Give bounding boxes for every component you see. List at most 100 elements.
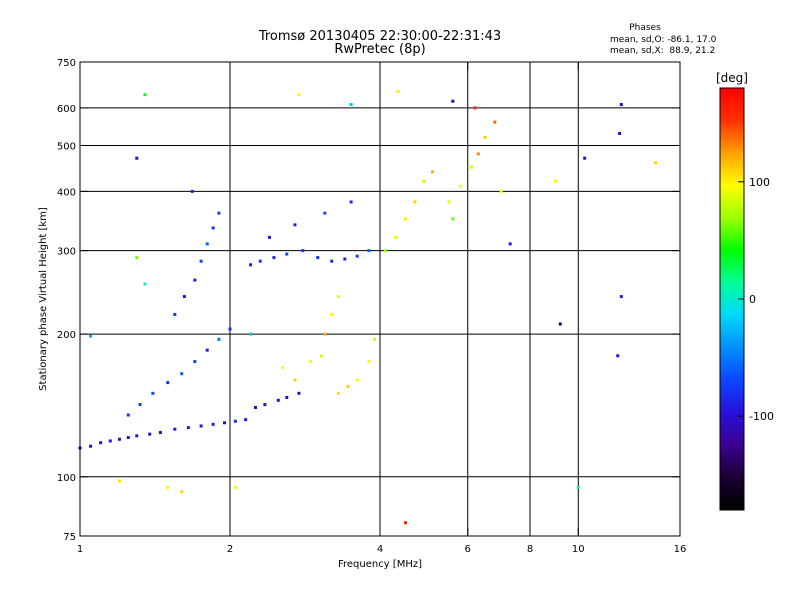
y-axis-ticks: 75 100 200 300 400 500 600 750 — [57, 58, 680, 543]
data-point — [99, 441, 103, 445]
data-point — [193, 360, 197, 364]
data-point — [394, 235, 398, 239]
data-point — [619, 295, 623, 299]
data-point — [272, 256, 276, 260]
colorbar-tick-label: 100 — [749, 176, 770, 189]
stats-line-o: mean, sd,O: -86.1, 17.0 — [610, 35, 717, 45]
data-point — [431, 170, 435, 174]
data-point — [117, 437, 121, 441]
y-axis-label: Stationary phase Virtual Height [km] — [38, 207, 49, 391]
colorbar-tick-label: 0 — [749, 293, 756, 306]
data-point — [199, 424, 203, 428]
data-point — [619, 103, 623, 107]
data-point — [618, 131, 622, 135]
x-axis-label: Frequency [MHz] — [338, 559, 422, 570]
data-point — [373, 337, 377, 341]
data-point — [180, 372, 184, 376]
y-tick-label: 100 — [57, 473, 76, 484]
data-point — [199, 259, 203, 263]
chart-title: Tromsø 20130405 22:30:00-22:31:43 — [258, 29, 501, 44]
data-point — [267, 235, 271, 239]
data-point — [553, 179, 557, 183]
y-tick-label: 500 — [57, 141, 76, 152]
data-point — [367, 249, 371, 253]
data-point — [293, 378, 297, 382]
data-point — [285, 395, 289, 399]
data-point — [108, 439, 112, 443]
data-point — [253, 406, 257, 410]
data-point — [308, 360, 312, 364]
data-point — [89, 334, 93, 338]
data-point — [143, 282, 147, 286]
data-point — [186, 426, 190, 430]
data-point — [228, 327, 232, 331]
data-point — [182, 295, 186, 299]
data-point — [583, 156, 587, 160]
data-point — [508, 242, 512, 246]
data-point — [193, 278, 197, 282]
x-tick-label: 16 — [674, 544, 687, 555]
data-point — [180, 490, 184, 494]
data-point — [355, 254, 359, 258]
data-point — [126, 413, 130, 417]
data-point — [117, 479, 121, 483]
x-tick-label: 2 — [227, 544, 233, 555]
data-point — [166, 485, 170, 489]
data-point — [173, 312, 177, 316]
data-point — [413, 200, 417, 204]
data-point — [316, 256, 320, 260]
y-tick-label: 75 — [63, 532, 76, 543]
data-point — [158, 430, 162, 434]
data-point — [458, 184, 462, 188]
y-tick-label: 300 — [57, 247, 76, 258]
grid-lines — [80, 62, 680, 536]
colorbar-ticks: 100 0 -100 — [738, 176, 774, 423]
data-point — [89, 444, 93, 448]
data-point — [143, 93, 147, 97]
data-point — [233, 419, 237, 423]
x-tick-label: 8 — [527, 544, 533, 555]
data-point — [263, 403, 267, 407]
data-point — [451, 99, 455, 103]
data-point — [499, 189, 503, 193]
data-point — [258, 259, 262, 263]
data-point — [148, 432, 152, 436]
data-point — [223, 421, 227, 425]
data-point — [301, 249, 305, 253]
x-tick-label: 1 — [77, 544, 83, 555]
data-point — [249, 332, 253, 336]
data-point — [205, 348, 209, 352]
x-tick-label: 4 — [377, 544, 383, 555]
data-point — [336, 391, 340, 395]
data-point — [476, 152, 480, 156]
data-point — [217, 211, 221, 215]
data-point — [558, 322, 562, 326]
data-point — [135, 156, 139, 160]
data-point — [276, 398, 280, 402]
data-point — [135, 256, 139, 260]
data-point — [336, 295, 340, 299]
data-point — [367, 360, 371, 364]
data-point — [451, 217, 455, 221]
data-point — [654, 161, 658, 165]
x-tick-label: 10 — [572, 544, 585, 555]
data-point — [190, 189, 194, 193]
data-point — [205, 242, 209, 246]
data-point — [323, 332, 327, 336]
data-point — [447, 200, 451, 204]
y-tick-label: 750 — [57, 58, 76, 69]
data-point — [330, 259, 334, 263]
data-point — [493, 120, 497, 124]
data-points — [78, 89, 658, 525]
data-point — [126, 436, 130, 440]
data-point — [233, 485, 237, 489]
data-point — [396, 89, 400, 93]
data-point — [217, 337, 221, 341]
data-point — [483, 135, 487, 139]
data-point — [211, 422, 215, 426]
data-point — [281, 366, 285, 370]
data-point — [319, 354, 323, 358]
data-point — [211, 226, 215, 230]
